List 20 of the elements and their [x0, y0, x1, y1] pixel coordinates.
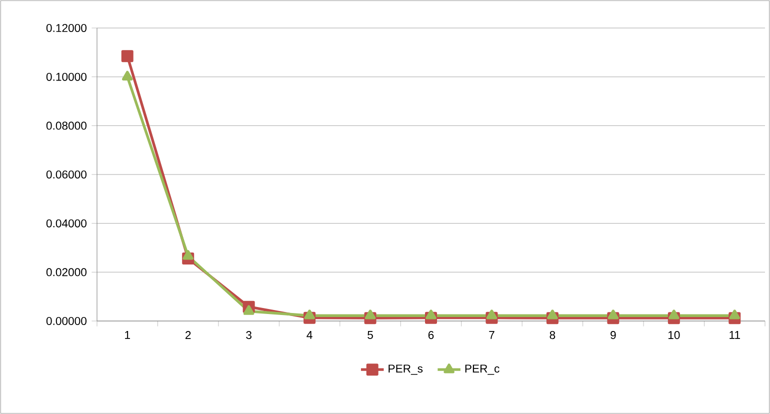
- x-tick-label: 6: [428, 331, 434, 340]
- x-tick-label: 10: [668, 331, 680, 340]
- y-tick-label: 0.08000: [46, 122, 87, 130]
- y-tick-label: 0.12000: [46, 24, 87, 32]
- x-tick-label: 2: [186, 331, 191, 339]
- y-tick-label: 0.00000: [46, 316, 87, 326]
- x-tick-label: 4: [306, 331, 312, 339]
- x-tick-label: 5: [368, 331, 373, 339]
- y-tick-label: 0.10000: [46, 72, 87, 81]
- x-tick-label: 3: [246, 331, 252, 340]
- legend-label: PER_s: [388, 364, 423, 375]
- x-tick-label: 8: [550, 331, 556, 340]
- y-tick-label: 0.04000: [46, 219, 87, 228]
- y-tick-label: 0.06000: [46, 170, 87, 179]
- y-tick-label: 0.02000: [46, 268, 87, 276]
- x-tick-label: 9: [610, 331, 616, 340]
- x-tick-label: 11: [730, 331, 740, 339]
- x-tick-label: 7: [489, 331, 494, 339]
- x-tick-label: 1: [125, 331, 130, 339]
- legend-label: PER_c: [465, 364, 500, 375]
